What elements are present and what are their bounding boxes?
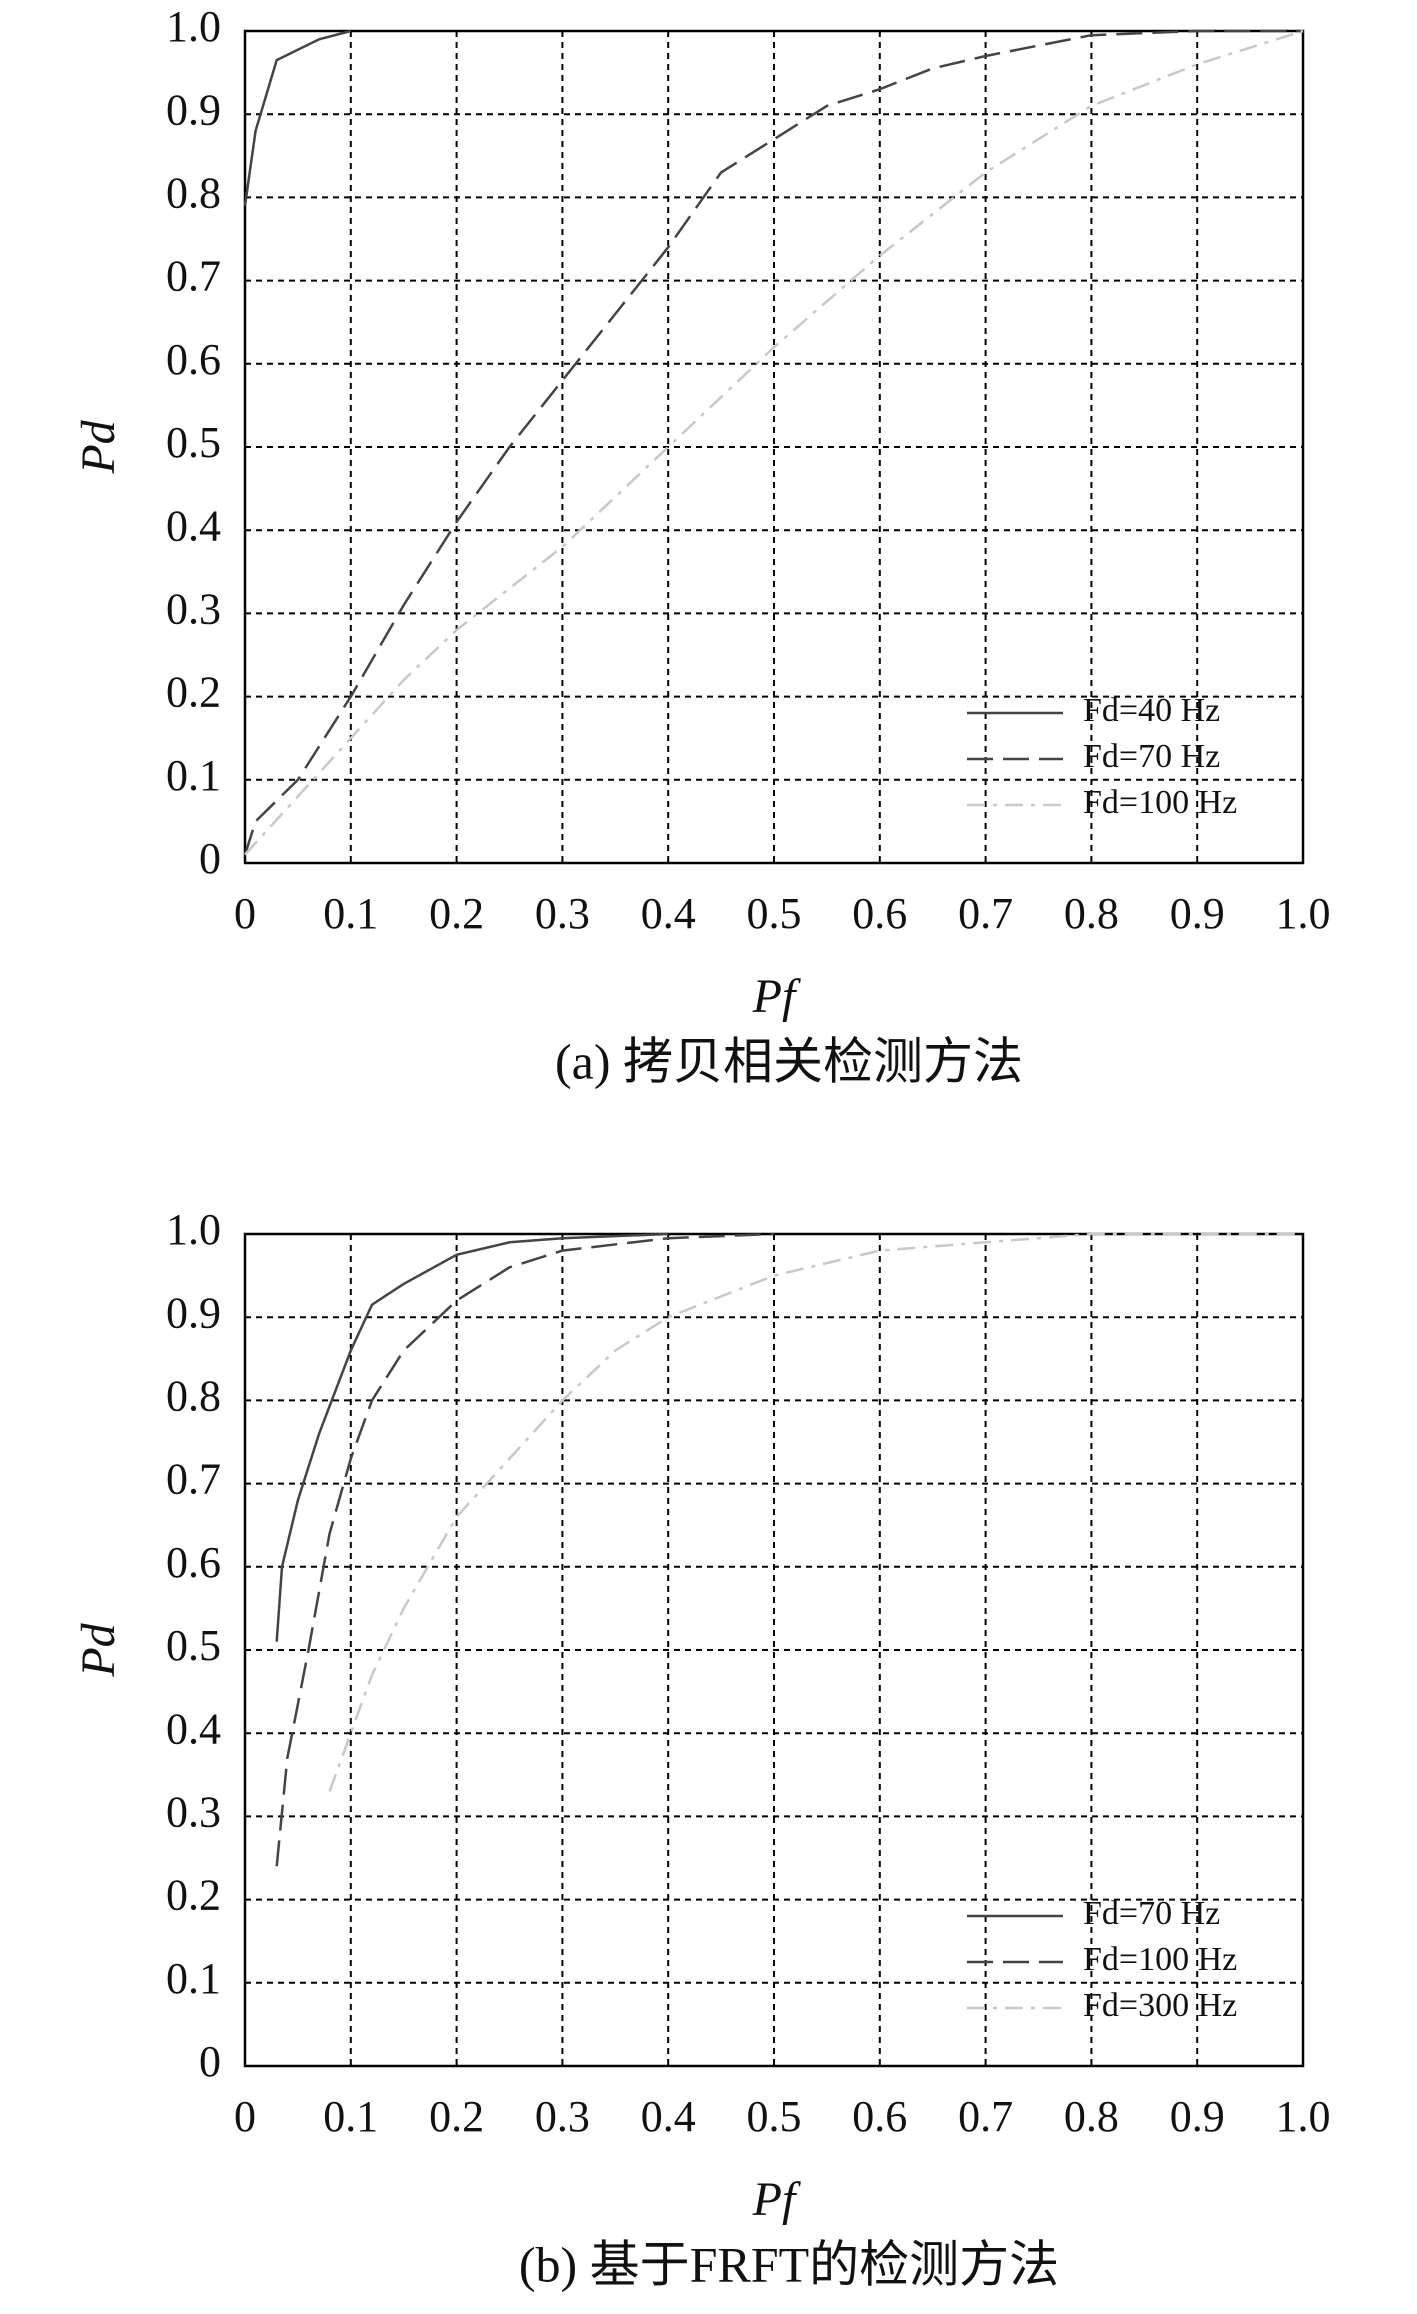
y-tick-label: 0.7: [166, 252, 221, 301]
y-axis-label: Pd: [72, 419, 125, 474]
x-tick-label: 0.5: [747, 889, 802, 938]
x-tick-label: 0.9: [1170, 889, 1225, 938]
x-tick-label: 0.4: [641, 889, 696, 938]
x-tick-label: 0: [234, 2092, 256, 2141]
y-tick-label: 0.2: [166, 1871, 221, 1920]
x-tick-label: 0.5: [747, 2092, 802, 2141]
y-tick-label: 0: [199, 2037, 221, 2086]
x-tick-label: 0.1: [323, 2092, 378, 2141]
x-tick-label: 0.4: [641, 2092, 696, 2141]
y-tick-label: 0.8: [166, 168, 221, 217]
x-tick-label: 0: [234, 889, 256, 938]
x-tick-label: 0.1: [323, 889, 378, 938]
legend-label: Fd=70 Hz: [1083, 738, 1220, 775]
x-tick-label: 1.0: [1276, 2092, 1331, 2141]
x-tick-label: 0.8: [1064, 2092, 1119, 2141]
y-tick-label: 1.0: [166, 1205, 221, 1254]
x-tick-label: 0.3: [535, 889, 590, 938]
x-tick-label: 0.9: [1170, 2092, 1225, 2141]
y-tick-label: 0.6: [166, 1538, 221, 1587]
y-tick-label: 0.7: [166, 1455, 221, 1504]
x-tick-label: 0.6: [852, 889, 907, 938]
y-tick-label: 0.5: [166, 1621, 221, 1670]
legend-label: Fd=100 Hz: [1083, 784, 1237, 821]
y-tick-label: 0.9: [166, 85, 221, 134]
y-tick-label: 0.5: [166, 418, 221, 467]
x-tick-label: 1.0: [1276, 889, 1331, 938]
y-axis-label: Pd: [72, 1622, 125, 1677]
x-tick-label: 0.2: [429, 2092, 484, 2141]
series-line: [328, 1232, 1303, 1792]
plot-frame: [243, 29, 1305, 865]
y-tick-label: 1.0: [166, 2, 221, 51]
y-tick-label: 0.9: [166, 1288, 221, 1337]
x-tick-label: 0.8: [1064, 889, 1119, 938]
y-tick-label: 0.4: [166, 1704, 221, 1753]
y-tick-label: 0.2: [166, 668, 221, 717]
caption: (b) 基于FRFT的检测方法: [519, 2236, 1059, 2292]
x-tick-label: 0.3: [535, 2092, 590, 2141]
y-tick-label: 0.1: [166, 751, 221, 800]
caption: (a) 拷贝相关检测方法: [555, 1033, 1023, 1089]
x-tick-label: 0.7: [958, 2092, 1013, 2141]
legend-label: Fd=100 Hz: [1083, 1941, 1237, 1978]
y-tick-label: 0.4: [166, 501, 221, 550]
y-tick-label: 0.8: [166, 1371, 221, 1420]
x-axis-label: Pf: [752, 2173, 801, 2226]
series-line: [243, 29, 1303, 856]
series-line: [275, 1232, 775, 1867]
y-tick-label: 0: [199, 834, 221, 883]
y-tick-label: 0.3: [166, 584, 221, 633]
series-line: [244, 29, 1304, 856]
legend-label: Fd=300 Hz: [1083, 1987, 1237, 2024]
y-tick-label: 0.6: [166, 335, 221, 384]
x-tick-label: 0.2: [429, 889, 484, 938]
series-line: [275, 1232, 669, 1642]
series-line: [243, 29, 352, 206]
x-tick-label: 0.6: [852, 2092, 907, 2141]
y-tick-label: 0.3: [166, 1787, 221, 1836]
x-axis-label: Pf: [752, 970, 801, 1023]
y-tick-label: 0.1: [166, 1954, 221, 2003]
legend-label: Fd=40 Hz: [1083, 692, 1220, 729]
legend-label: Fd=70 Hz: [1083, 1895, 1220, 1932]
x-tick-label: 0.7: [958, 889, 1013, 938]
